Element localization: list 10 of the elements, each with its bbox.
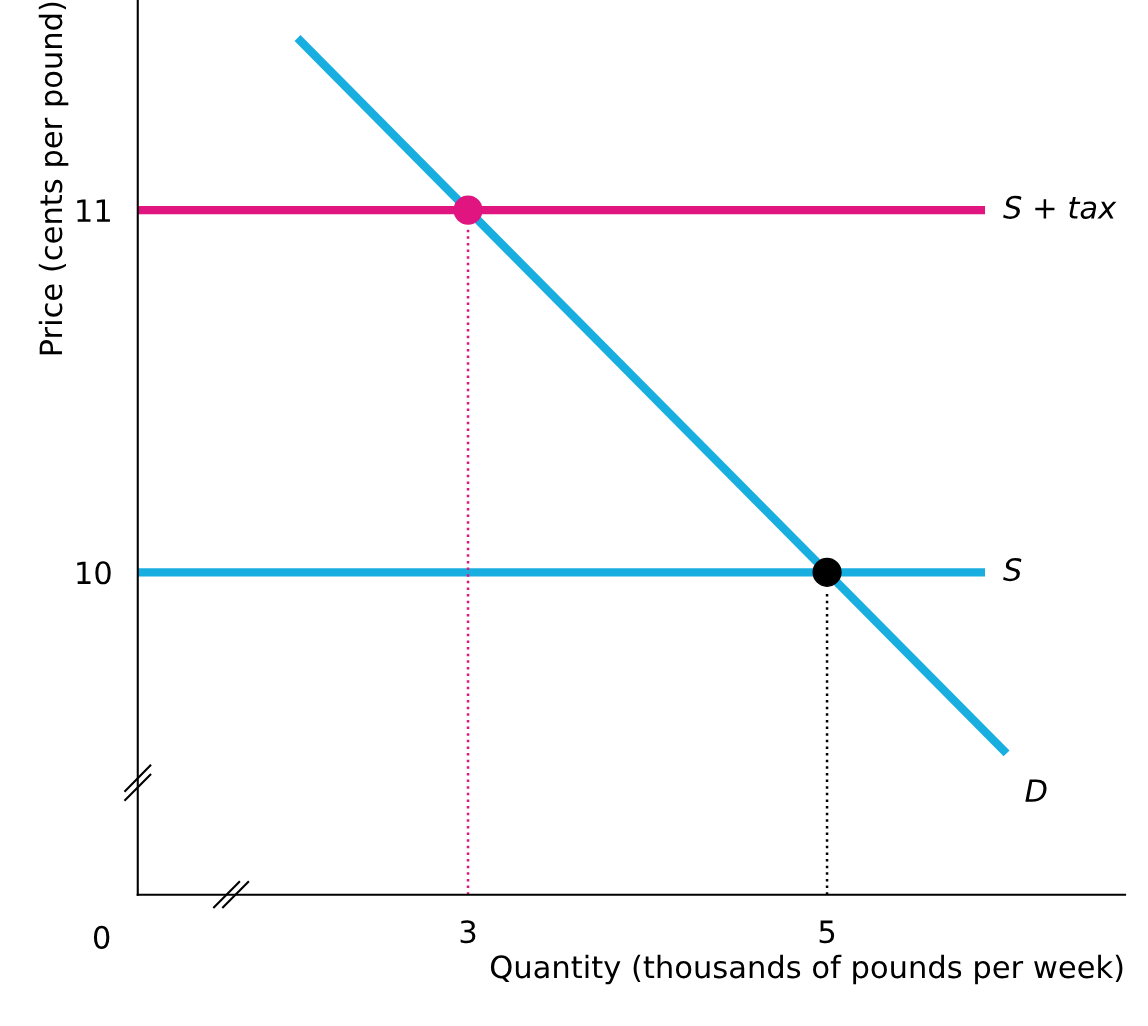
series-label: S	[1003, 558, 1022, 582]
x-tick-label: 5	[819, 920, 835, 944]
series-label: S + tax	[1003, 195, 1117, 219]
text: 0	[93, 925, 110, 949]
y-axis-title: Price (cents per pound)	[38, 2, 69, 355]
x-axis-title: Quantity (thousands of pounds per week)	[490, 954, 1123, 985]
y-tick-label: 10	[77, 561, 111, 585]
series-label: D	[1025, 779, 1047, 802]
y-tick-label: 11	[77, 199, 110, 222]
x-tick-label: 3	[460, 920, 476, 944]
